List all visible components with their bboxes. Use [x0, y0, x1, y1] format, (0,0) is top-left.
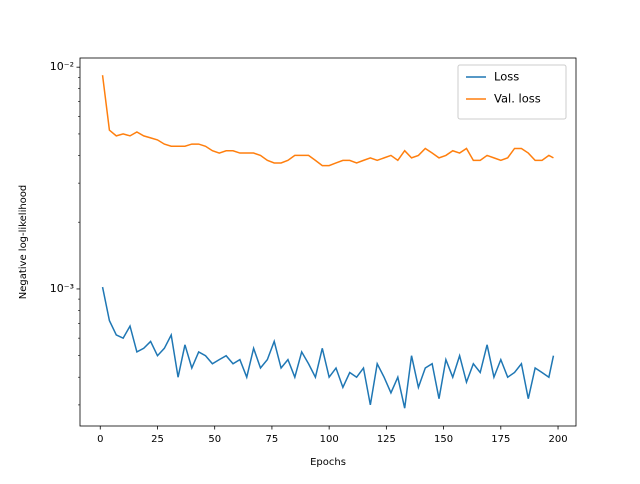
x-axis-label: Epochs: [310, 457, 346, 468]
x-tick-label: 175: [491, 434, 510, 445]
plot-frame: [79, 57, 577, 427]
legend-label: Val. loss: [494, 92, 541, 106]
x-tick-label: 25: [151, 434, 164, 445]
x-tick-label: 0: [97, 434, 103, 445]
line-series: [101, 75, 554, 167]
x-tick-label: 125: [377, 434, 396, 445]
y-axis-label: Negative log-likelihood: [18, 185, 29, 300]
x-tick-label: 75: [266, 434, 279, 445]
x-tick-label: 200: [548, 434, 567, 445]
y-tick-label: 10⁻²: [50, 60, 74, 73]
x-tick-label: 100: [320, 434, 339, 445]
legend-label: Loss: [494, 70, 519, 84]
y-tick-label: 10⁻³: [50, 282, 74, 295]
line-series: [101, 286, 555, 409]
x-tick-label: 150: [434, 434, 453, 445]
legend-box: [457, 64, 567, 120]
x-tick-label: 50: [208, 434, 221, 445]
